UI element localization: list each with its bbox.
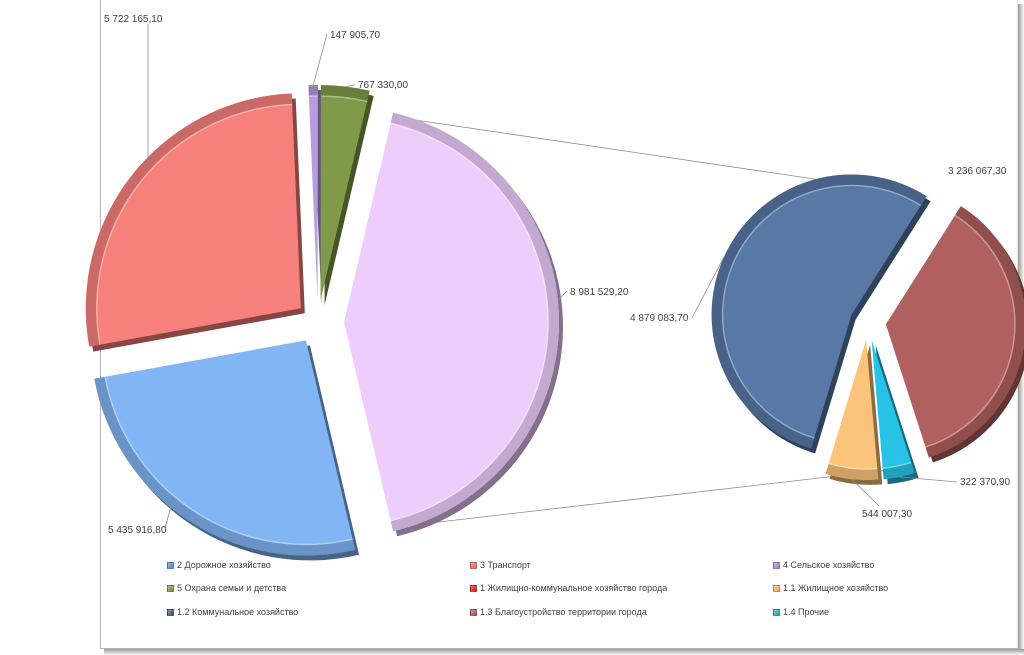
connector-bottom bbox=[392, 469, 889, 528]
label-utilities: 4 879 083,70 bbox=[630, 313, 689, 324]
legend-housing-utilities: 1 Жилищно-коммунальное хозяйство города bbox=[470, 583, 667, 593]
slice-other-highlight bbox=[882, 461, 912, 469]
slice-housing bbox=[825, 339, 883, 485]
legend-swatch bbox=[773, 584, 780, 592]
slice-improvement-rim bbox=[925, 206, 1024, 458]
legend-label: 4 Сельское хозяйство bbox=[783, 560, 875, 570]
slice-road-highlight bbox=[104, 376, 353, 546]
slice-housing-utilities bbox=[344, 112, 563, 537]
leader-agriculture bbox=[312, 33, 328, 86]
legend-label: 5 Охрана семьи и детства bbox=[177, 583, 287, 593]
label-other: 322 370,90 bbox=[960, 477, 1010, 488]
slice-utilities-face bbox=[711, 174, 927, 449]
connector-top bbox=[392, 116, 849, 185]
legend-swatch bbox=[773, 561, 780, 569]
leader-housing-utilities bbox=[557, 290, 568, 301]
main-pie bbox=[85, 85, 563, 561]
legend-label: 1 Жилищно-коммунальное хозяйство города bbox=[480, 583, 668, 593]
slice-transport-face bbox=[85, 93, 301, 347]
frame-shadow-bottom bbox=[104, 649, 1024, 655]
legend-swatch bbox=[470, 608, 477, 616]
slice-housing-highlight bbox=[828, 462, 878, 470]
legend-transport: 3 Транспорт bbox=[470, 560, 531, 570]
leader-road bbox=[164, 507, 172, 529]
legend-other: 1.4 Прочие bbox=[773, 607, 829, 617]
slice-agriculture-face bbox=[308, 85, 318, 301]
leader-housing bbox=[851, 478, 880, 507]
slice-housing-utilities-face bbox=[344, 112, 559, 532]
legend-label: 2 Дорожное хозяйство bbox=[177, 560, 271, 570]
label-road: 5 435 916,80 bbox=[108, 525, 167, 536]
data-labels: 5 435 916,80 5 722 165,10 147 905,70 767 33… bbox=[104, 14, 1010, 536]
slice-family-face bbox=[320, 85, 370, 301]
legend-improvement: 1.3 Благоустройство территории города bbox=[470, 607, 647, 617]
leader-utilities bbox=[691, 255, 725, 319]
label-improvement: 3 236 067,30 bbox=[948, 166, 1007, 177]
slice-utilities-highlight bbox=[721, 184, 922, 439]
legend-swatch bbox=[470, 561, 477, 569]
legend-label: 1.4 Прочие bbox=[783, 607, 830, 617]
legend-label: 3 Транспорт bbox=[480, 560, 531, 570]
slice-improvement bbox=[885, 206, 1024, 463]
slice-family-highlight bbox=[320, 95, 368, 103]
secondary-pie bbox=[711, 174, 1024, 485]
legend-label: 1.3 Благоустройство территории города bbox=[480, 607, 647, 617]
slice-family-rim bbox=[320, 85, 370, 102]
leader-lines bbox=[147, 24, 958, 529]
legend-utilities: 1.2 Коммунальное хозяйство bbox=[167, 607, 298, 617]
leader-family bbox=[345, 84, 356, 87]
legend-label: 1.1 Жилищное хозяйство bbox=[783, 583, 889, 593]
slice-housing-utilities-highlight bbox=[390, 122, 549, 522]
slice-improvement-face bbox=[885, 206, 1024, 458]
slice-agriculture-rim bbox=[308, 85, 318, 97]
label-housing: 544 007,30 bbox=[862, 509, 912, 520]
legend-swatch bbox=[167, 561, 174, 569]
connector-lines bbox=[392, 116, 889, 528]
slice-housing-rim bbox=[825, 463, 879, 480]
slice-utilities bbox=[711, 174, 931, 454]
legend-swatch bbox=[167, 584, 174, 592]
slice-road-face bbox=[94, 340, 356, 556]
legend-label: 1.2 Коммунальное хозяйство bbox=[177, 607, 299, 617]
label-agriculture: 147 905,70 bbox=[330, 30, 380, 41]
slice-improvement-highlight bbox=[925, 214, 1016, 448]
legend-swatch bbox=[470, 584, 477, 592]
slice-other bbox=[871, 339, 919, 485]
slice-other-rim bbox=[882, 462, 915, 480]
legend-agriculture: 4 Сельское хозяйство bbox=[773, 560, 874, 570]
legend-family: 5 Охрана семьи и детства bbox=[167, 583, 286, 593]
legend-housing: 1.1 Жилищное хозяйство bbox=[773, 583, 888, 593]
slice-agriculture bbox=[308, 85, 322, 306]
label-housing-utilities: 8 981 529,20 bbox=[570, 287, 629, 298]
legend-swatch bbox=[167, 608, 174, 616]
label-family: 767 330,00 bbox=[358, 80, 408, 91]
slice-transport bbox=[85, 93, 305, 352]
slice-housing-face bbox=[825, 339, 879, 480]
legend-road: 2 Дорожное хозяйство bbox=[167, 560, 271, 570]
leader-other bbox=[899, 476, 958, 483]
slice-transport-highlight bbox=[96, 103, 293, 345]
legend-swatch bbox=[773, 608, 780, 616]
slice-family bbox=[320, 85, 374, 306]
label-transport: 5 722 165,10 bbox=[104, 14, 163, 25]
slice-road bbox=[94, 340, 360, 561]
slice-other-face bbox=[871, 339, 915, 480]
